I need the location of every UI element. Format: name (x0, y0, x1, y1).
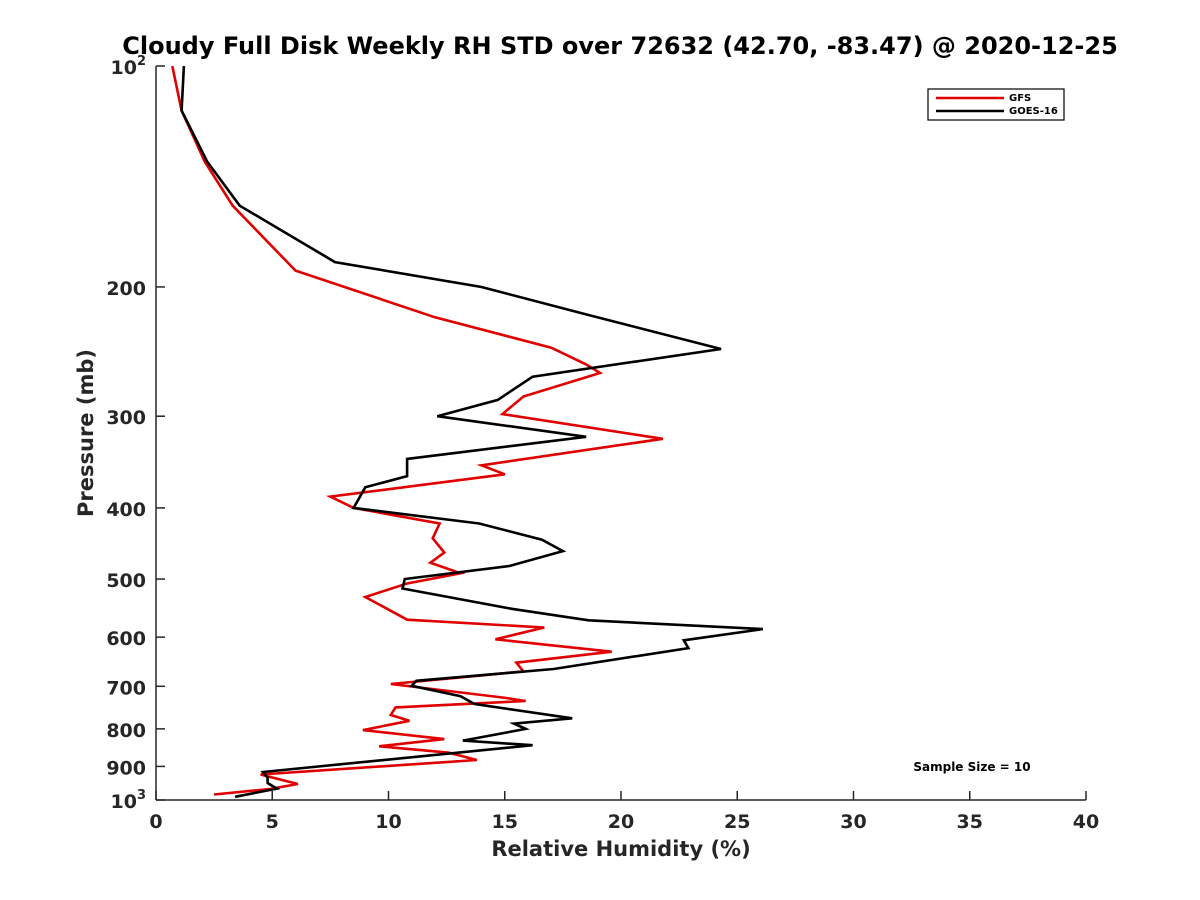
y-tick-label: 600 (106, 628, 146, 650)
x-axis-label: Relative Humidity (%) (491, 837, 750, 861)
x-tick-label: 35 (957, 811, 983, 833)
series-line-gfs (171, 65, 664, 796)
legend-box (927, 88, 1065, 121)
y-tick-label: 400 (106, 499, 146, 521)
y-tick-label: 800 (106, 720, 146, 742)
x-tick-label: 30 (840, 811, 866, 833)
legend-label-gfs: GFS (1009, 93, 1031, 104)
legend-label-goes16: GOES-16 (1009, 106, 1058, 117)
y-axis-label: Pressure (mb) (74, 349, 98, 517)
x-tick-label: 40 (1073, 811, 1099, 833)
y-axis-ticks: 102 200 300 400 500 600 700 800 900 103 (106, 54, 165, 813)
x-axis-ticks: 0 5 10 15 20 25 30 35 40 (149, 791, 1099, 833)
x-tick-label: 10 (375, 811, 401, 833)
y-tick-label: 700 (106, 677, 146, 699)
y-tick-label: 200 (106, 278, 146, 300)
series-layer (171, 65, 763, 799)
x-tick-label: 5 (266, 811, 279, 833)
x-tick-label: 0 (149, 811, 162, 833)
chart-title: Cloudy Full Disk Weekly RH STD over 7263… (122, 32, 1118, 60)
y-tick-label: 103 (111, 788, 147, 813)
legend: GFS GOES-16 (927, 88, 1065, 121)
sample-size-annotation: Sample Size = 10 (913, 760, 1030, 774)
y-tick-label: 500 (106, 570, 146, 592)
y-tick-label: 300 (106, 407, 146, 429)
x-tick-label: 20 (608, 811, 634, 833)
x-tick-label: 15 (492, 811, 518, 833)
x-tick-label: 25 (724, 811, 750, 833)
y-tick-label: 102 (111, 54, 147, 79)
y-tick-label: 900 (106, 757, 146, 779)
series-line-goes16 (180, 65, 763, 799)
